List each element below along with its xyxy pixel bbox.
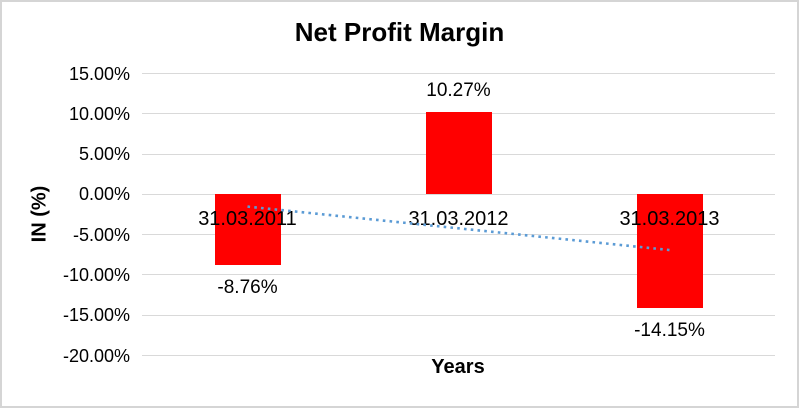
category-label: 31.03.2012 bbox=[408, 208, 509, 231]
y-axis-tick-label: 5.00% bbox=[78, 144, 130, 165]
y-axis-tick-label: 15.00% bbox=[68, 63, 130, 84]
y-axis-tick-label: 0.00% bbox=[78, 184, 130, 205]
x-axis-title: Years bbox=[431, 356, 485, 378]
value-label: -8.76% bbox=[217, 276, 278, 298]
gridline bbox=[142, 193, 775, 195]
y-axis-tick-label: -15.00% bbox=[62, 305, 130, 326]
gridline bbox=[142, 73, 775, 74]
gridline bbox=[142, 355, 775, 356]
gridline bbox=[142, 274, 775, 276]
bar-31.03.2012 bbox=[425, 111, 492, 195]
value-label: -14.15% bbox=[634, 320, 705, 342]
y-axis-tick-label: -10.00% bbox=[62, 264, 130, 285]
gridline bbox=[142, 314, 775, 316]
value-label: 10.27% bbox=[426, 79, 491, 101]
category-label: 31.03.2011 bbox=[198, 208, 297, 231]
chart-title: Net Profit Margin bbox=[294, 17, 505, 47]
y-axis-tick-label: -5.00% bbox=[72, 224, 130, 245]
category-label: 31.03.2013 bbox=[619, 208, 720, 231]
y-axis-tick-label: -20.00% bbox=[62, 345, 130, 366]
y-axis-tick-label: 10.00% bbox=[68, 103, 130, 124]
